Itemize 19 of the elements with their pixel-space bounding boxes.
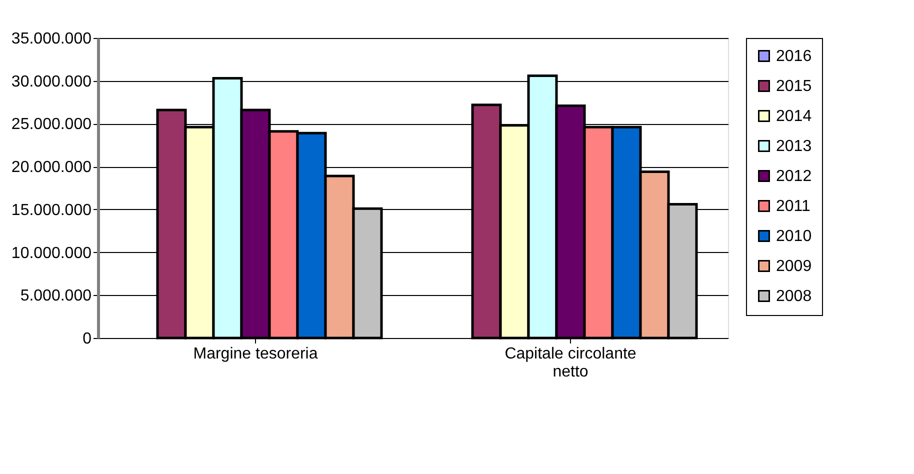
legend-label: 2011 bbox=[776, 198, 811, 215]
legend-label: 2013 bbox=[776, 138, 812, 155]
y-tick-label: 15.000.000 bbox=[11, 202, 92, 219]
legend-label: 2014 bbox=[776, 108, 812, 125]
y-tick-label: 10.000.000 bbox=[11, 244, 92, 262]
x-tick-label: Capitale circolante netto bbox=[504, 346, 636, 380]
y-tick-label: 25.000.000 bbox=[11, 116, 92, 134]
y-tick-label: 20.000.000 bbox=[11, 159, 92, 176]
x-tick-label: Margine tesoreria bbox=[193, 346, 318, 362]
legend-label: 2015 bbox=[776, 78, 812, 95]
y-tick-label: 35.000.000 bbox=[11, 30, 92, 48]
legend-label: 2012 bbox=[776, 168, 812, 185]
legend-label: 2009 bbox=[776, 258, 812, 275]
y-tick-label: 0 bbox=[82, 330, 92, 348]
y-tick-label: 30.000.000 bbox=[11, 73, 92, 90]
y-tick-label: 5.000.000 bbox=[20, 288, 92, 305]
legend-label: 2010 bbox=[776, 228, 812, 245]
legend-label: 2016 bbox=[776, 48, 812, 65]
legend-label: 2008 bbox=[776, 288, 812, 305]
